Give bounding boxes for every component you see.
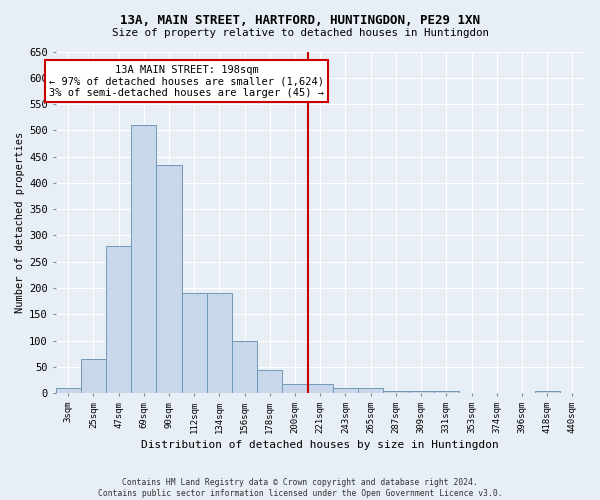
Bar — [207, 294, 232, 393]
Bar — [535, 390, 560, 393]
Bar — [308, 384, 333, 393]
Bar — [409, 390, 434, 393]
Y-axis label: Number of detached properties: Number of detached properties — [15, 132, 25, 313]
Text: Size of property relative to detached houses in Huntingdon: Size of property relative to detached ho… — [112, 28, 488, 38]
Bar — [434, 390, 459, 393]
Bar — [56, 388, 81, 393]
Bar — [182, 294, 207, 393]
Text: Contains HM Land Registry data © Crown copyright and database right 2024.
Contai: Contains HM Land Registry data © Crown c… — [98, 478, 502, 498]
Text: 13A, MAIN STREET, HARTFORD, HUNTINGDON, PE29 1XN: 13A, MAIN STREET, HARTFORD, HUNTINGDON, … — [120, 14, 480, 27]
Bar — [358, 388, 383, 393]
Bar — [333, 388, 358, 393]
Bar — [157, 164, 182, 393]
Bar — [106, 246, 131, 393]
Bar — [257, 370, 283, 393]
Bar — [232, 340, 257, 393]
Bar — [383, 390, 409, 393]
Bar — [283, 384, 308, 393]
X-axis label: Distribution of detached houses by size in Huntingdon: Distribution of detached houses by size … — [142, 440, 499, 450]
Bar — [131, 125, 157, 393]
Bar — [81, 359, 106, 393]
Text: 13A MAIN STREET: 198sqm
← 97% of detached houses are smaller (1,624)
3% of semi-: 13A MAIN STREET: 198sqm ← 97% of detache… — [49, 64, 324, 98]
